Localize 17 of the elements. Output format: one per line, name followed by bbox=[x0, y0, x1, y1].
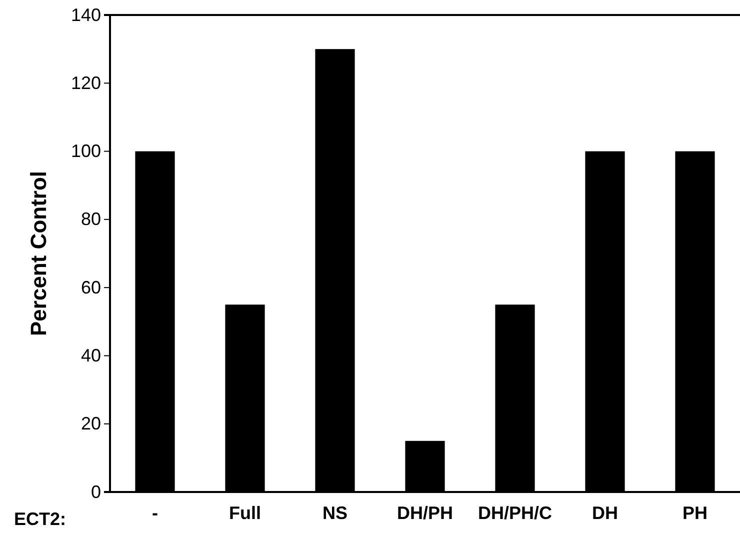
x-axis-title: ECT2: bbox=[14, 509, 66, 529]
y-tick-label: 0 bbox=[90, 482, 101, 502]
x-tick-label: DH/PH/C bbox=[478, 502, 552, 523]
x-tick-label: NS bbox=[322, 502, 348, 523]
y-tick-label: 140 bbox=[70, 4, 101, 25]
y-tick-label: 80 bbox=[80, 209, 101, 230]
x-tick-label: - bbox=[152, 502, 158, 523]
x-tick-label: PH bbox=[682, 502, 708, 523]
y-tick-label: 60 bbox=[80, 277, 101, 298]
x-tick-label: DH bbox=[592, 502, 618, 523]
y-tick-label: 100 bbox=[70, 141, 101, 162]
y-tick-label: 120 bbox=[70, 72, 101, 93]
y-axis-title: Percent Control bbox=[26, 170, 51, 336]
x-tick-label: DH/PH bbox=[396, 502, 454, 523]
y-tick-label: 40 bbox=[80, 345, 101, 366]
y-tick-label: 20 bbox=[80, 414, 101, 434]
x-tick-label: Full bbox=[229, 502, 261, 523]
